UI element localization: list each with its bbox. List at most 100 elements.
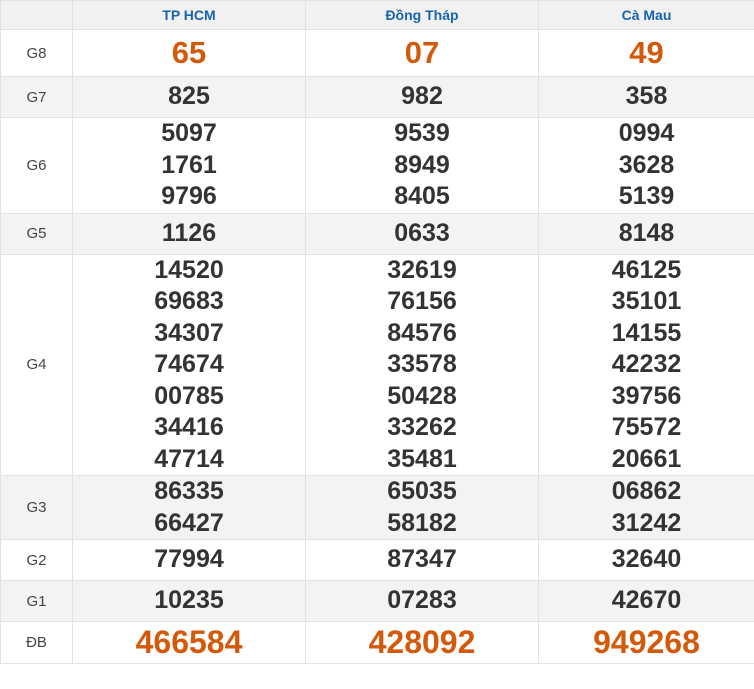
result-number: 76156 (387, 287, 457, 315)
prize-row-g3: G3 86335 66427 65035 58182 06862 31242 (0, 475, 754, 540)
result-number: 00785 (154, 381, 224, 410)
prize-row-g6: G6 5097 1761 9796 9539 8949 8405 0994 3628 5139 (0, 117, 754, 214)
prize-row-g5: G5 1126 0633 8148 (0, 212, 754, 255)
result-cell: 466584 (72, 621, 306, 664)
result-number: 77994 (154, 545, 224, 574)
result-cell: 358 (538, 76, 754, 118)
result-number: 07283 (387, 586, 457, 615)
prize-label: G7 (0, 76, 73, 118)
result-number: 3628 (618, 150, 675, 179)
result-cell: 982 (305, 76, 539, 118)
result-number: 31242 (611, 508, 682, 537)
result-number: 87347 (387, 545, 457, 574)
result-cell: 949268 (538, 621, 754, 664)
result-cell: 825 (72, 76, 306, 118)
result-number: 75572 (611, 413, 682, 441)
prize-row-g4: G4 14520 69683 34307 74674 00785 34416 47714 326… (0, 253, 754, 476)
result-cell: 07283 (305, 580, 539, 622)
result-number: 9539 (394, 119, 450, 147)
result-number: 49 (629, 35, 664, 70)
prize-row-db: ĐB 466584 428092 949268 (0, 621, 754, 664)
result-number: 32619 (387, 255, 457, 284)
result-cell: 0994 3628 5139 (538, 117, 754, 214)
prize-column-header (0, 0, 73, 30)
result-number: 35101 (611, 287, 682, 315)
prize-label: G3 (0, 475, 73, 540)
header-row: TP HCM Đồng Tháp Cà Mau (0, 0, 754, 30)
result-number: 65 (171, 35, 207, 70)
prize-label: G4 (0, 253, 73, 476)
prize-label: ĐB (0, 621, 73, 664)
result-number: 1761 (161, 150, 217, 179)
result-number: 8148 (618, 218, 675, 247)
result-number: 33578 (387, 350, 457, 378)
prize-label: G8 (0, 29, 73, 77)
prize-row-g1: G1 10235 07283 42670 (0, 580, 754, 622)
result-number: 42232 (611, 350, 682, 378)
result-number: 06862 (611, 477, 682, 505)
result-number: 33262 (387, 413, 457, 441)
result-number: 5139 (618, 182, 675, 210)
result-number: 74674 (154, 350, 224, 378)
result-number: 14155 (611, 318, 682, 347)
result-number: 825 (168, 82, 210, 111)
result-number: 39756 (611, 381, 682, 410)
result-number: 84576 (387, 318, 457, 347)
result-number: 50428 (387, 381, 457, 410)
prize-label: G2 (0, 539, 73, 581)
result-number: 46125 (611, 255, 682, 284)
result-cell: 0633 (305, 212, 539, 255)
result-cell: 10235 (72, 580, 306, 622)
result-number: 9796 (161, 182, 217, 210)
result-number: 5097 (161, 119, 217, 147)
province-header-dong-thap[interactable]: Đồng Tháp (305, 0, 539, 30)
result-cell: 87347 (305, 539, 539, 581)
result-number: 982 (401, 82, 443, 111)
prize-label: G1 (0, 580, 73, 622)
result-cell: 77994 (72, 539, 306, 581)
result-number: 69683 (154, 287, 224, 315)
lottery-results-table: TP HCM Đồng Tháp Cà Mau G8 65 07 49 G7 825 982… (0, 0, 754, 664)
result-cell: 65 (72, 29, 306, 77)
result-number: 466584 (135, 624, 243, 660)
result-number: 0633 (394, 218, 450, 247)
result-number: 1126 (161, 218, 217, 247)
result-cell: 07 (305, 29, 539, 77)
result-number: 358 (625, 82, 668, 111)
result-number: 949268 (593, 624, 700, 660)
prize-label: G5 (0, 212, 73, 255)
result-number: 14520 (154, 255, 224, 284)
result-number: 35481 (387, 444, 457, 473)
province-header-tp-hcm[interactable]: TP HCM (72, 0, 306, 30)
result-number: 58182 (387, 508, 457, 537)
result-number: 8405 (394, 182, 450, 210)
result-cell: 42670 (538, 580, 754, 622)
result-number: 42670 (611, 586, 682, 615)
result-cell: 32640 (538, 539, 754, 581)
result-number: 20661 (611, 444, 682, 473)
result-cell: 8148 (538, 212, 754, 255)
province-header-ca-mau: Cà Mau (538, 0, 754, 30)
result-cell: 5097 1761 9796 (72, 117, 306, 214)
result-number: 34307 (154, 318, 224, 347)
prize-row-g2: G2 77994 87347 32640 (0, 539, 754, 581)
result-cell: 428092 (305, 621, 539, 664)
result-number: 32640 (611, 545, 682, 574)
result-cell: 49 (538, 29, 754, 77)
result-cell: 9539 8949 8405 (305, 117, 539, 214)
result-cell: 86335 66427 (72, 475, 306, 540)
result-number: 34416 (154, 413, 224, 441)
prize-row-g8: G8 65 07 49 (0, 29, 754, 77)
result-cell: 14520 69683 34307 74674 00785 34416 47714 (72, 253, 306, 476)
result-number: 428092 (368, 624, 476, 660)
prize-label: G6 (0, 117, 73, 214)
result-number: 66427 (154, 508, 224, 537)
result-cell: 06862 31242 (538, 475, 754, 540)
result-number: 07 (404, 35, 440, 70)
result-number: 0994 (618, 119, 675, 147)
result-number: 86335 (154, 477, 224, 505)
result-cell: 46125 35101 14155 42232 39756 75572 20661 (538, 253, 754, 476)
result-number: 47714 (154, 444, 224, 473)
prize-row-g7: G7 825 982 358 (0, 76, 754, 118)
result-cell: 32619 76156 84576 33578 50428 33262 35481 (305, 253, 539, 476)
